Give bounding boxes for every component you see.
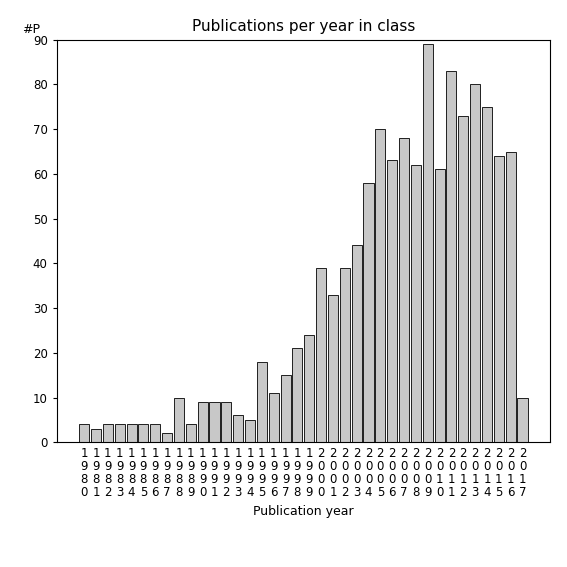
- Bar: [375, 129, 386, 442]
- X-axis label: Publication year: Publication year: [253, 505, 354, 518]
- Bar: [340, 268, 350, 442]
- Text: #P: #P: [22, 23, 40, 36]
- Bar: [470, 84, 480, 442]
- Bar: [198, 402, 208, 442]
- Bar: [328, 295, 338, 442]
- Bar: [257, 362, 267, 442]
- Bar: [518, 397, 527, 442]
- Bar: [399, 138, 409, 442]
- Bar: [281, 375, 291, 442]
- Bar: [150, 424, 160, 442]
- Bar: [79, 424, 89, 442]
- Bar: [458, 116, 468, 442]
- Bar: [446, 71, 456, 442]
- Bar: [423, 44, 433, 442]
- Bar: [387, 160, 397, 442]
- Bar: [186, 424, 196, 442]
- Bar: [269, 393, 279, 442]
- Bar: [245, 420, 255, 442]
- Title: Publications per year in class: Publications per year in class: [192, 19, 415, 35]
- Bar: [293, 348, 302, 442]
- Bar: [174, 397, 184, 442]
- Bar: [494, 156, 504, 442]
- Bar: [221, 402, 231, 442]
- Bar: [411, 165, 421, 442]
- Bar: [363, 183, 374, 442]
- Bar: [126, 424, 137, 442]
- Bar: [138, 424, 149, 442]
- Bar: [304, 335, 314, 442]
- Bar: [115, 424, 125, 442]
- Bar: [352, 246, 362, 442]
- Bar: [434, 170, 445, 442]
- Bar: [316, 268, 326, 442]
- Bar: [162, 433, 172, 442]
- Bar: [482, 107, 492, 442]
- Bar: [103, 424, 113, 442]
- Bar: [233, 416, 243, 442]
- Bar: [91, 429, 101, 442]
- Bar: [209, 402, 219, 442]
- Bar: [506, 151, 516, 442]
